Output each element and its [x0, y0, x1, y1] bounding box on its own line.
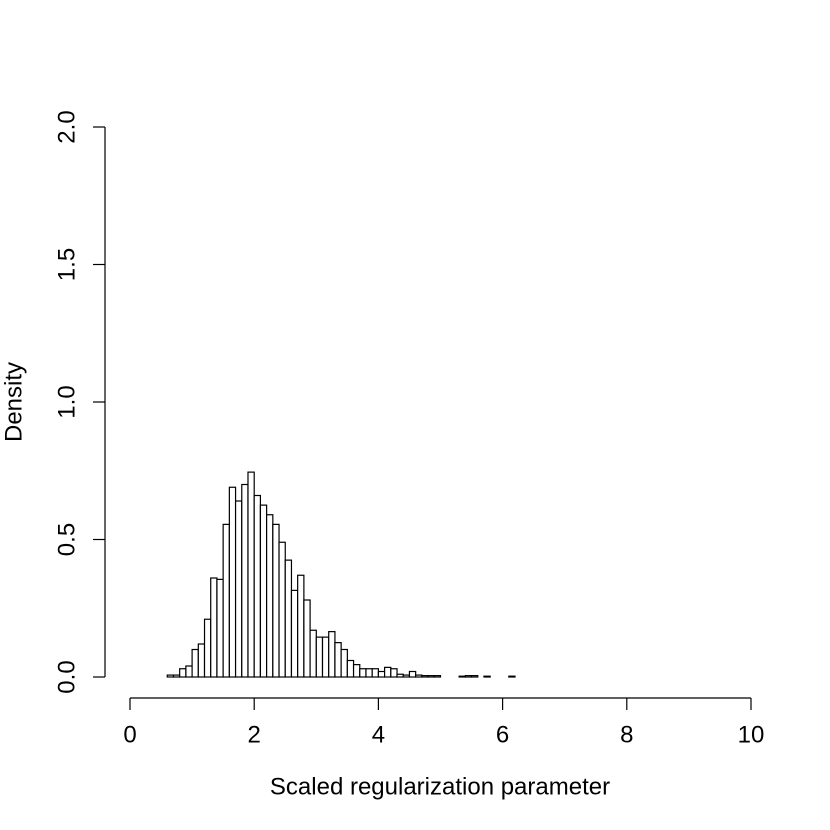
bar — [247, 471, 255, 678]
bar — [483, 675, 491, 678]
bar — [359, 668, 367, 678]
bar — [297, 574, 305, 678]
bar — [253, 494, 262, 678]
bar — [241, 483, 249, 678]
x-tick-label: 4 — [372, 721, 385, 748]
bar — [272, 523, 280, 678]
bar — [309, 629, 317, 678]
bar — [334, 642, 342, 678]
bar — [185, 665, 193, 678]
bar — [290, 589, 299, 678]
bar — [203, 618, 212, 678]
bar — [464, 675, 473, 678]
bar — [390, 668, 398, 678]
bar — [315, 636, 324, 678]
bar — [222, 523, 230, 678]
bar — [415, 674, 423, 678]
bar — [371, 668, 380, 678]
x-tick-label: 0 — [123, 721, 136, 748]
bar — [408, 670, 417, 678]
bar — [259, 504, 268, 678]
x-tick-label: 2 — [248, 721, 261, 748]
bar — [328, 631, 336, 678]
bar — [166, 674, 175, 678]
bar — [321, 636, 330, 678]
x-tick-label: 10 — [738, 721, 765, 748]
bar — [402, 674, 411, 678]
bar — [458, 675, 466, 678]
bar — [228, 486, 237, 678]
bar — [172, 674, 181, 678]
bar — [216, 578, 224, 678]
bar — [197, 643, 206, 678]
x-tick-label: 8 — [620, 721, 633, 748]
y-tick-label: 0.5 — [53, 523, 80, 556]
bar — [191, 648, 199, 678]
bar — [377, 670, 386, 678]
y-tick-label: 0.0 — [53, 660, 80, 693]
bar — [210, 577, 218, 678]
bar — [179, 668, 187, 678]
bar — [346, 659, 355, 678]
bar — [284, 559, 293, 678]
bar — [266, 514, 274, 678]
y-tick-label: 2.0 — [53, 110, 80, 143]
bar — [365, 668, 373, 678]
bar — [396, 673, 404, 678]
bar — [303, 599, 311, 678]
y-axis-title: Density — [0, 362, 27, 442]
bar — [352, 664, 361, 678]
x-tick-label: 6 — [496, 721, 509, 748]
bar — [427, 675, 435, 678]
bar — [278, 541, 286, 678]
bar — [340, 648, 348, 678]
bar — [433, 675, 442, 678]
y-tick-label: 1.5 — [53, 248, 80, 281]
bar — [470, 675, 479, 678]
bar — [421, 675, 429, 678]
bar — [384, 666, 392, 678]
bar — [508, 675, 516, 678]
x-axis-title: Scaled regularization parameter — [270, 773, 610, 800]
bar — [234, 500, 243, 678]
y-tick-label: 1.0 — [53, 385, 80, 418]
